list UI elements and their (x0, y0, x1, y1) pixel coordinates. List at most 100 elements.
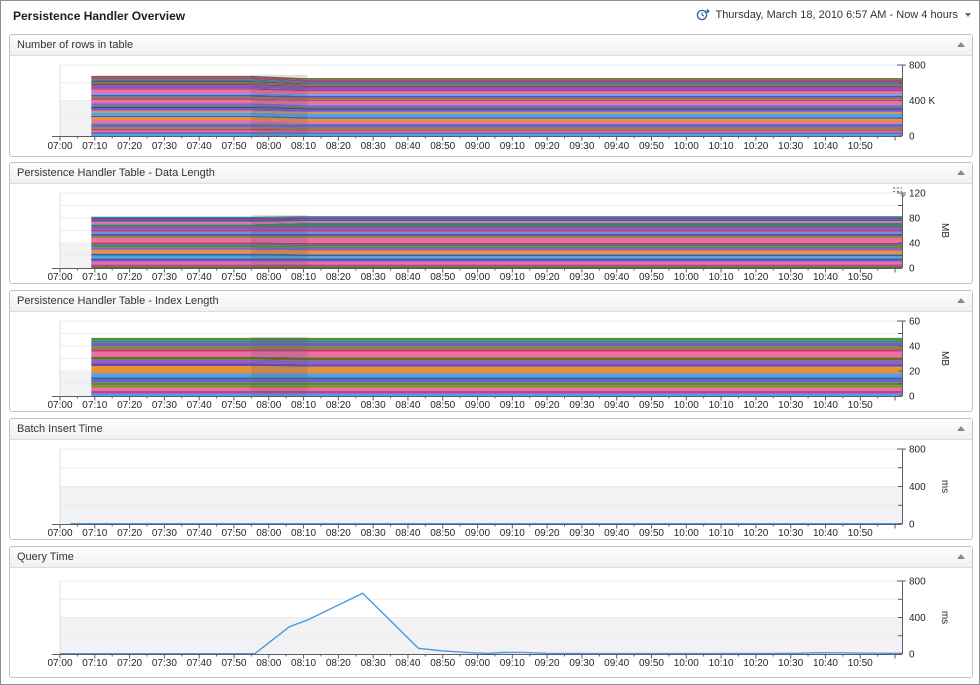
svg-text:08:10: 08:10 (291, 528, 316, 539)
svg-text:09:40: 09:40 (604, 528, 629, 539)
svg-text:07:50: 07:50 (221, 528, 246, 539)
svg-text:09:10: 09:10 (500, 272, 525, 283)
svg-text:07:20: 07:20 (117, 272, 142, 283)
svg-text:0: 0 (909, 520, 915, 531)
panel-title: Persistence Handler Table - Data Length (17, 167, 215, 179)
svg-text:07:50: 07:50 (221, 141, 246, 152)
svg-text:400: 400 (909, 482, 926, 493)
svg-text:10:30: 10:30 (778, 528, 803, 539)
svg-text:09:10: 09:10 (500, 528, 525, 539)
svg-text:07:20: 07:20 (117, 658, 142, 669)
dashboard-titlebar: Persistence Handler Overview Thursday, M… (1, 1, 979, 31)
timeframe-menu-caret-icon[interactable] (965, 13, 971, 17)
svg-text:08:00: 08:00 (256, 272, 281, 283)
panel-header-data-length[interactable]: Persistence Handler Table - Data Length (10, 163, 972, 184)
timeframe-control[interactable]: Thursday, March 18, 2010 6:57 AM - Now 4… (696, 8, 971, 22)
svg-text:10:20: 10:20 (743, 400, 768, 411)
chart-query-time[interactable]: 07:00 07:10 07:20 07:30 07:40 07:50 08:00 08:10… (10, 568, 972, 680)
svg-text:10:50: 10:50 (848, 658, 873, 669)
chart-batch-insert-time[interactable]: 07:00 07:10 07:20 07:30 07:40 07:50 08:00 08:10… (10, 440, 972, 542)
svg-text:10:10: 10:10 (709, 658, 734, 669)
svg-text:800: 800 (909, 577, 926, 588)
collapse-panel-icon[interactable] (957, 298, 965, 303)
svg-text:07:10: 07:10 (82, 400, 107, 411)
collapse-panel-icon[interactable] (957, 554, 965, 559)
svg-text:09:20: 09:20 (535, 272, 560, 283)
svg-text:40: 40 (909, 342, 921, 353)
chart-canvas[interactable]: 07:00 07:10 07:20 07:30 07:40 07:50 08:00 08:10… (10, 440, 972, 542)
svg-text:07:40: 07:40 (187, 141, 212, 152)
panel-header-batch-insert-time[interactable]: Batch Insert Time (10, 419, 972, 440)
svg-text:10:40: 10:40 (813, 658, 838, 669)
svg-text:08:20: 08:20 (326, 272, 351, 283)
svg-text:07:30: 07:30 (152, 141, 177, 152)
svg-text:10:20: 10:20 (743, 528, 768, 539)
svg-text:10:10: 10:10 (709, 528, 734, 539)
svg-text:08:20: 08:20 (326, 141, 351, 152)
svg-text:07:00: 07:00 (47, 400, 72, 411)
svg-text:09:00: 09:00 (465, 528, 490, 539)
svg-text:0: 0 (909, 264, 915, 275)
svg-text:08:50: 08:50 (430, 141, 455, 152)
svg-text:0: 0 (909, 650, 915, 661)
collapse-panel-icon[interactable] (957, 426, 965, 431)
svg-text:09:50: 09:50 (639, 400, 664, 411)
chart-data-length[interactable]: 07:00 07:10 07:20 07:30 07:40 07:50 08:00 08:10… (10, 184, 972, 286)
panel-header-query-time[interactable]: Query Time (10, 547, 972, 568)
svg-text:09:30: 09:30 (569, 400, 594, 411)
svg-text:20: 20 (909, 367, 921, 378)
chart-canvas[interactable]: 07:00 07:10 07:20 07:30 07:40 07:50 08:00 08:10… (10, 184, 972, 286)
svg-text:07:00: 07:00 (47, 528, 72, 539)
svg-text:07:30: 07:30 (152, 528, 177, 539)
svg-text:09:10: 09:10 (500, 400, 525, 411)
svg-text:08:40: 08:40 (395, 528, 420, 539)
panel-number-of-rows: Number of rows in table 07:00 07:10 07:20 0… (9, 34, 973, 157)
collapse-panel-icon[interactable] (957, 170, 965, 175)
svg-text:07:10: 07:10 (82, 141, 107, 152)
svg-text:08:00: 08:00 (256, 400, 281, 411)
svg-text:07:40: 07:40 (187, 400, 212, 411)
chart-index-length[interactable]: 07:00 07:10 07:20 07:30 07:40 07:50 08:00 08:10… (10, 312, 972, 414)
svg-text:09:20: 09:20 (535, 141, 560, 152)
svg-text:07:10: 07:10 (82, 272, 107, 283)
timeframe-label: Thursday, March 18, 2010 6:57 AM - Now 4… (715, 9, 958, 21)
svg-text:07:20: 07:20 (117, 528, 142, 539)
svg-text:10:30: 10:30 (778, 141, 803, 152)
svg-text:10:00: 10:00 (674, 658, 699, 669)
svg-text:09:40: 09:40 (604, 400, 629, 411)
panel-title: Batch Insert Time (17, 423, 103, 435)
svg-text:10:40: 10:40 (813, 141, 838, 152)
chart-canvas[interactable]: 07:00 07:10 07:20 07:30 07:40 07:50 08:00 08:10… (10, 56, 972, 159)
panel-header-index-length[interactable]: Persistence Handler Table - Index Length (10, 291, 972, 312)
chart-canvas[interactable]: 07:00 07:10 07:20 07:30 07:40 07:50 08:00 08:10… (10, 312, 972, 414)
svg-text:08:30: 08:30 (361, 528, 386, 539)
chart-number-of-rows[interactable]: 07:00 07:10 07:20 07:30 07:40 07:50 08:00 08:10… (10, 56, 972, 159)
chart-options-icon[interactable] (891, 185, 908, 199)
svg-text:08:00: 08:00 (256, 141, 281, 152)
svg-text:08:30: 08:30 (361, 658, 386, 669)
svg-text:10:50: 10:50 (848, 272, 873, 283)
svg-text:08:10: 08:10 (291, 658, 316, 669)
panel-header-number-of-rows[interactable]: Number of rows in table (10, 35, 972, 56)
svg-text:09:00: 09:00 (465, 400, 490, 411)
svg-text:09:50: 09:50 (639, 141, 664, 152)
svg-text:09:50: 09:50 (639, 272, 664, 283)
svg-text:07:30: 07:30 (152, 400, 177, 411)
svg-text:09:00: 09:00 (465, 141, 490, 152)
svg-text:08:00: 08:00 (256, 528, 281, 539)
svg-text:08:50: 08:50 (430, 400, 455, 411)
svg-text:10:30: 10:30 (778, 658, 803, 669)
svg-text:07:00: 07:00 (47, 272, 72, 283)
chart-canvas[interactable]: 07:00 07:10 07:20 07:30 07:40 07:50 08:00 08:10… (10, 568, 972, 680)
svg-text:40: 40 (909, 239, 921, 250)
svg-text:400: 400 (909, 613, 926, 624)
svg-text:400 K: 400 K (909, 96, 935, 107)
svg-text:10:20: 10:20 (743, 141, 768, 152)
panel-data-length: Persistence Handler Table - Data Length … (9, 162, 973, 284)
svg-text:120: 120 (909, 189, 926, 200)
svg-text:07:50: 07:50 (221, 400, 246, 411)
svg-text:80: 80 (909, 214, 921, 225)
collapse-panel-icon[interactable] (957, 42, 965, 47)
svg-text:09:00: 09:00 (465, 658, 490, 669)
